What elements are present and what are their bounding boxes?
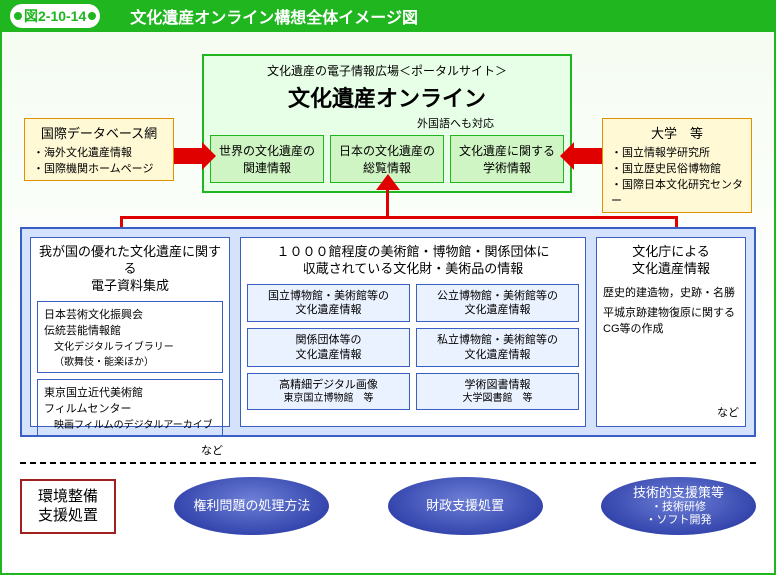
side-right-item: 国立歴史民俗博物館 <box>611 160 745 176</box>
blue-panel: 我が国の優れた文化遺産に関する 電子資料集成 日本芸術文化振興会 伝統芸能情報館… <box>20 227 756 437</box>
col2-title: １０００館程度の美術館・博物館・関係団体に 収蔵されている文化財・美術品の情報 <box>247 244 579 278</box>
col3-text2: 平城京跡建物復原に関するCG等の作成 <box>603 304 739 336</box>
side-right-title: 大学 等 <box>609 123 745 142</box>
side-box-left: 国際データベース網 海外文化遺産情報 国際機関ホームページ <box>24 118 174 181</box>
b-s2: （歌舞伎・能楽ほか） <box>44 353 216 368</box>
portal-cell: 世界の文化遺産の 関連情報 <box>210 135 324 183</box>
header-title: 文化遺産オンライン構想全体イメージ図 <box>130 4 418 28</box>
col1-box1: 日本芸術文化振興会 伝統芸能情報館 文化デジタルライブラリー （歌舞伎・能楽ほか… <box>37 301 223 373</box>
oval-l1: 技術的支援策等 <box>633 485 724 501</box>
col1-box2: 東京国立近代美術館 フィルムセンター 映画フィルムのデジタルアーカイブ <box>37 379 223 436</box>
t-l1: 文化庁による <box>603 244 739 261</box>
t-l1: １０００館程度の美術館・博物館・関係団体に <box>247 244 579 261</box>
env-l1: 環境整備 <box>38 487 98 507</box>
pcell-l2: 関連情報 <box>215 159 319 176</box>
oval-s2: ・ソフト開発 <box>646 514 712 527</box>
oval-s1: ・技術研修 <box>651 501 706 514</box>
portal-title: 文化遺産オンライン <box>210 81 564 113</box>
portal-subtitle: 文化遺産の電子情報広場＜ポータルサイト＞ <box>210 62 564 79</box>
pcell-l1: 文化遺産に関する <box>455 142 559 159</box>
header-bar: 図2-10-14 文化遺産オンライン構想全体イメージ図 <box>0 0 776 32</box>
gc-l2: 文化遺産情報 <box>419 303 576 317</box>
env-box: 環境整備 支援処置 <box>20 479 116 534</box>
oval-l1: 権利問題の処理方法 <box>193 498 310 514</box>
portal-note: 外国語へも対応 <box>210 115 564 131</box>
gc-l1: 学術図書情報 <box>419 378 576 392</box>
diagram-canvas: 文化遺産の電子情報広場＜ポータルサイト＞ 文化遺産オンライン 外国語へも対応 世… <box>0 32 776 575</box>
b-s1: 文化デジタルライブラリー <box>44 338 216 353</box>
gc-l1: 関係団体等の <box>250 333 407 347</box>
gc-l2: 文化遺産情報 <box>419 348 576 362</box>
portal-cell: 文化遺産に関する 学術情報 <box>450 135 564 183</box>
blue-col-3: 文化庁による 文化遺産情報 歴史的建造物，史跡・名勝 平城京跡建物復原に関するC… <box>596 237 746 427</box>
t-l2: 文化遺産情報 <box>603 261 739 278</box>
b-l1: 東京国立近代美術館 <box>44 384 216 400</box>
figure-badge: 図2-10-14 <box>10 4 100 28</box>
env-l2: 支援処置 <box>38 506 98 526</box>
grid-cell: 学術図書情報 大学図書館 等 <box>416 373 579 410</box>
col3-text1: 歴史的建造物，史跡・名勝 <box>603 284 739 300</box>
grid-cell: 関係団体等の 文化遺産情報 <box>247 328 410 367</box>
dashed-divider <box>20 462 756 464</box>
gc-l1: 私立博物館・美術館等の <box>419 333 576 347</box>
gc-l2: 文化遺産情報 <box>250 348 407 362</box>
grid-cell: 私立博物館・美術館等の 文化遺産情報 <box>416 328 579 367</box>
connector-vertical <box>386 187 389 216</box>
col3-etc: など <box>603 404 739 420</box>
side-left-title: 国際データベース網 <box>31 123 167 142</box>
grid-cell: 国立博物館・美術館等の 文化遺産情報 <box>247 284 410 323</box>
red-arrow-left <box>174 148 202 164</box>
t-l1: 我が国の優れた文化遺産に関する <box>37 244 223 278</box>
col1-etc: など <box>37 442 223 458</box>
support-oval: 技術的支援策等 ・技術研修 ・ソフト開発 <box>601 477 756 535</box>
col1-title: 我が国の優れた文化遺産に関する 電子資料集成 <box>37 244 223 295</box>
side-right-item: 国立情報学研究所 <box>611 144 745 160</box>
bottom-row: 環境整備 支援処置 権利問題の処理方法 財政支援処置 技術的支援策等 ・技術研修… <box>20 477 756 535</box>
b-s1: 映画フィルムのデジタルアーカイブ <box>44 416 216 431</box>
support-oval: 財政支援処置 <box>388 477 543 535</box>
gc-s: 大学図書館 等 <box>419 392 576 405</box>
connector-horizontal <box>120 216 678 219</box>
pcell-l1: 日本の文化遺産の <box>335 142 439 159</box>
b-l2: フィルムセンター <box>44 400 216 416</box>
grid-cell: 公立博物館・美術館等の 文化遺産情報 <box>416 284 579 323</box>
t-l2: 収蔵されている文化財・美術品の情報 <box>247 261 579 278</box>
red-arrow-right <box>574 148 602 164</box>
side-right-item: 国際日本文化研究センター <box>611 176 745 208</box>
col2-grid: 国立博物館・美術館等の 文化遺産情報 公立博物館・美術館等の 文化遺産情報 関係… <box>247 284 579 410</box>
connector-vertical <box>120 216 123 227</box>
pcell-l2: 学術情報 <box>455 159 559 176</box>
gc-s: 東京国立博物館 等 <box>250 392 407 405</box>
t-l2: 電子資料集成 <box>37 278 223 295</box>
pcell-l1: 世界の文化遺産の <box>215 142 319 159</box>
oval-l1: 財政支援処置 <box>426 498 504 514</box>
portal-box: 文化遺産の電子情報広場＜ポータルサイト＞ 文化遺産オンライン 外国語へも対応 世… <box>202 54 572 193</box>
gc-l1: 公立博物館・美術館等の <box>419 289 576 303</box>
gc-l2: 文化遺産情報 <box>250 303 407 317</box>
col3-title: 文化庁による 文化遺産情報 <box>603 244 739 278</box>
gc-l1: 高精細デジタル画像 <box>250 378 407 392</box>
b-l2: 伝統芸能情報館 <box>44 322 216 338</box>
grid-cell: 高精細デジタル画像 東京国立博物館 等 <box>247 373 410 410</box>
blue-col-1: 我が国の優れた文化遺産に関する 電子資料集成 日本芸術文化振興会 伝統芸能情報館… <box>30 237 230 427</box>
support-oval: 権利問題の処理方法 <box>174 477 329 535</box>
blue-col-2: １０００館程度の美術館・博物館・関係団体に 収蔵されている文化財・美術品の情報 … <box>240 237 586 427</box>
side-left-item: 国際機関ホームページ <box>33 160 167 176</box>
side-box-right: 大学 等 国立情報学研究所 国立歴史民俗博物館 国際日本文化研究センター <box>602 118 752 213</box>
side-left-item: 海外文化遺産情報 <box>33 144 167 160</box>
gc-l1: 国立博物館・美術館等の <box>250 289 407 303</box>
connector-vertical <box>675 216 678 227</box>
up-arrow-icon <box>376 174 400 190</box>
b-l1: 日本芸術文化振興会 <box>44 306 216 322</box>
